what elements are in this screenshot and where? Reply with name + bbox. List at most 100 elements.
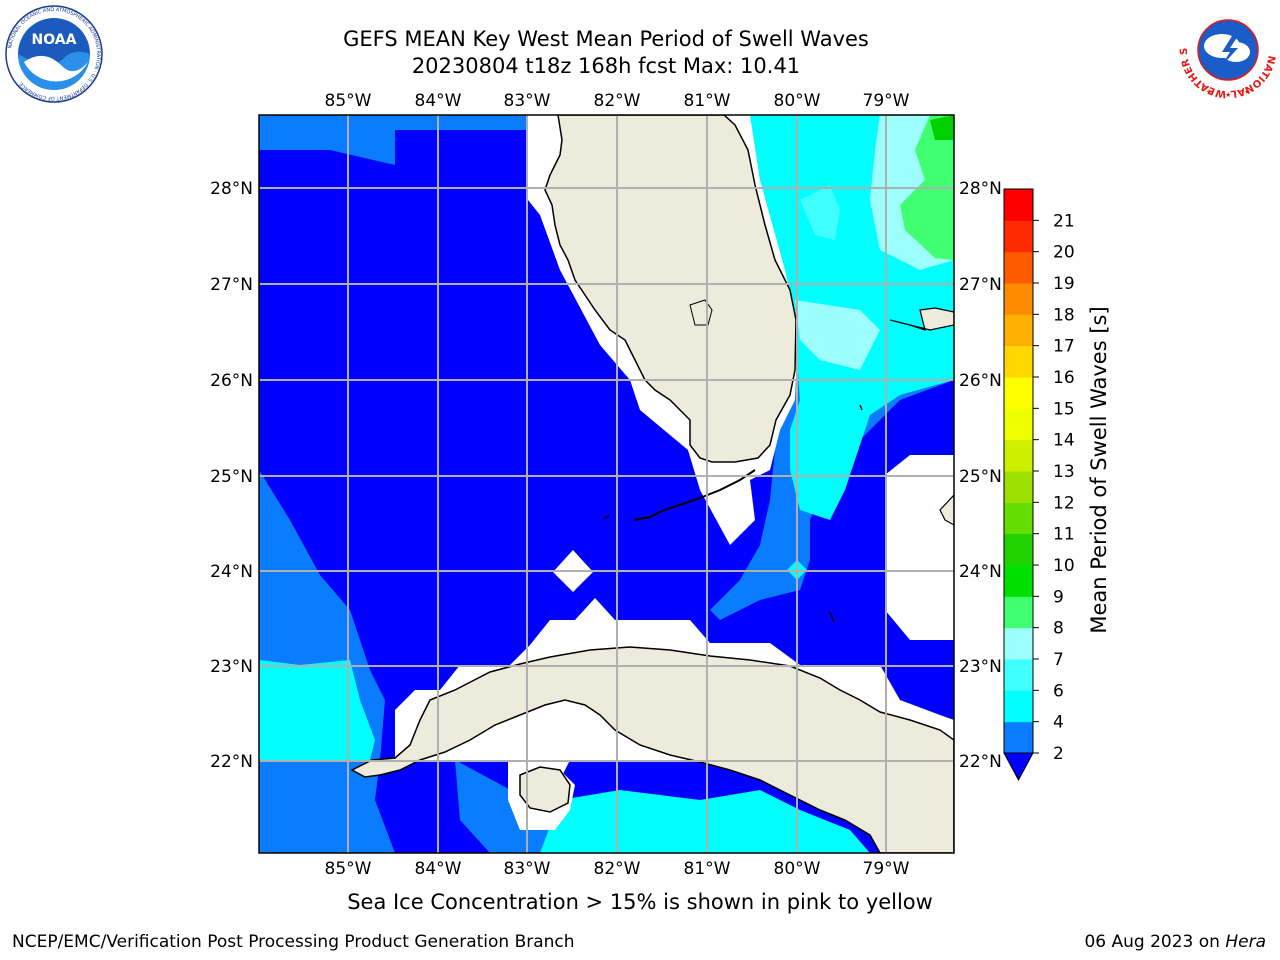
lat-label-right: 25°N [959,467,1002,487]
colorbar-tick-label: 15 [1053,399,1075,419]
colorbar-tick-label: 21 [1053,211,1075,231]
lat-label-left: 28°N [210,179,253,199]
colorbar-segment [1004,314,1033,347]
lat-label-right: 24°N [959,562,1002,582]
colorbar-segment [1004,408,1033,441]
colorbar-extend-arrow [1003,752,1034,782]
chart-title: GEFS MEAN Key West Mean Period of Swell … [343,27,869,51]
colorbar-tick-label: 13 [1053,462,1075,482]
dry-tortugas [604,515,610,519]
colorbar-segment [1004,721,1033,754]
lon-label-top: 84°W [415,91,462,111]
graticule [259,115,954,853]
lon-label-bottom: 79°W [863,859,910,879]
lat-label-left: 22°N [210,752,253,772]
colorbar-tick-label: 20 [1053,243,1075,263]
lon-label-bottom: 83°W [504,859,551,879]
swell-period-field [259,115,954,853]
sea-ice-caption: Sea Ice Concentration > 15% is shown in … [347,890,933,914]
land-isla-juventud [519,766,571,813]
lon-label-top: 81°W [684,91,731,111]
lat-label-left: 27°N [210,275,253,295]
lon-label-top: 80°W [774,91,821,111]
colorbar: 2 4 6 7 8 9 10 11 12 13 14 15 16 17 18 19 20 21 [1003,188,1075,782]
colorbar-tick-label: 7 [1053,650,1064,670]
lat-label-right: 26°N [959,371,1002,391]
colorbar-tick-label: 19 [1053,274,1075,294]
colorbar-tick-label: 12 [1053,493,1075,513]
lon-label-bottom: 80°W [774,859,821,879]
land-florida [544,115,797,463]
lat-label-right: 27°N [959,275,1002,295]
lat-label-left: 26°N [210,371,253,391]
lat-label-left: 24°N [210,562,253,582]
colorbar-segment [1004,690,1033,723]
field-band-10-11 [930,115,954,140]
colorbar-segment [1004,220,1033,253]
field-band-4-6-north [259,115,530,165]
svg-text:★: ★ [1225,91,1231,99]
colorbar-tick-label: 17 [1053,337,1075,357]
colorbar-tick-label: 2 [1053,744,1064,764]
chart-subtitle: 20230804 t18z 168h fcst Max: 10.41 [411,54,801,78]
footer-branch: NCEP/EMC/Verification Post Processing Pr… [12,932,575,952]
lat-label-left: 23°N [210,657,253,677]
noaa-logo-text: NOAA [32,32,77,48]
cay-sal [829,611,835,623]
colorbar-tick-label: 14 [1053,431,1075,451]
colorbar-segment [1004,439,1033,472]
colorbar-tick-label: 8 [1053,619,1064,639]
lon-label-top: 83°W [504,91,551,111]
colorbar-segment [1004,533,1033,566]
map-frame [258,114,955,854]
svg-text:★: ★ [1206,88,1212,96]
colorbar-segment [1004,189,1033,221]
colorbar-tick-label: 10 [1053,556,1075,576]
colorbar-segment [1004,659,1033,691]
colorbar-segment [1004,377,1033,409]
lat-label-right: 22°N [959,752,1002,772]
field-band-7-8 [800,185,840,240]
lat-label-right: 28°N [959,179,1002,199]
lat-label-left: 25°N [210,467,253,487]
colorbar-segment [1004,251,1033,284]
colorbar-tick-label: 6 [1053,681,1064,701]
missing-data-bahamas [885,455,954,640]
colorbar-segment [1004,565,1033,597]
colorbar-label: Mean Period of Swell Waves [s] [1087,306,1111,633]
lon-label-bottom: 84°W [415,859,462,879]
colorbar-segment [1004,627,1033,660]
colorbar-segment [1004,471,1033,503]
lon-label-top: 85°W [325,91,372,111]
lon-label-top: 82°W [594,91,641,111]
colorbar-tick-label: 11 [1053,525,1075,545]
lon-label-bottom: 85°W [325,859,372,879]
footer-date: 06 Aug 2023 on Hera [1084,932,1266,952]
nws-logo: NATIONAL WEATHER SERVICE ★ ★ ★ [1176,0,1277,99]
lon-label-bottom: 82°W [594,859,641,879]
svg-text:★: ★ [1244,88,1250,96]
colorbar-tick-label: 18 [1053,305,1075,325]
land-andros [939,494,954,526]
bimini [859,404,863,411]
lon-label-bottom: 81°W [684,859,731,879]
field-band-8-9-mid [795,300,880,370]
field-band-6-7-west [259,660,375,760]
field-band-6-7-south [540,790,870,853]
colorbar-segment [1004,283,1033,315]
axis-labels: 85°W 85°W 84°W 84°W 83°W 83°W 82°W 82°W 81°W 81°W… [210,91,1002,879]
colorbar-tick-label: 4 [1053,713,1064,733]
land-grand-bahama [889,307,954,331]
colorbar-segment [1004,596,1033,629]
noaa-logo: NOAA NATIONAL OCEANIC AND ATMOSPHERIC AD… [5,5,103,103]
lon-label-top: 79°W [863,91,910,111]
florida-keys [633,469,756,521]
land-cuba [350,646,954,853]
colorbar-tick-label: 9 [1053,587,1064,607]
colorbar-segment [1004,345,1033,378]
footer-host: Hera [1225,932,1266,952]
lat-label-right: 23°N [959,657,1002,677]
footer-date-text: 06 Aug 2023 on [1084,932,1226,952]
colorbar-segment [1004,502,1033,535]
